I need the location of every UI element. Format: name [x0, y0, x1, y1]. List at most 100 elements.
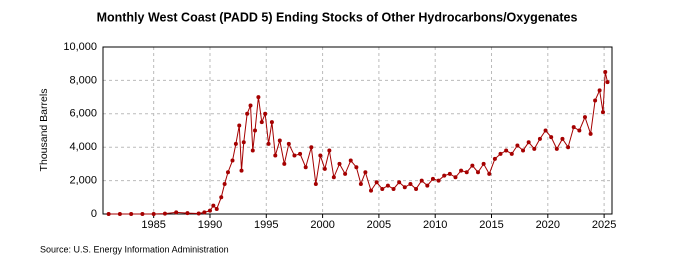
- y-tick-label: 0: [91, 208, 97, 220]
- data-point: [425, 183, 430, 188]
- data-point: [447, 171, 452, 176]
- data-point: [597, 88, 602, 93]
- data-point: [313, 181, 318, 186]
- data-point: [327, 148, 332, 153]
- data-point: [442, 173, 447, 178]
- data-point: [391, 186, 396, 191]
- data-point: [343, 171, 348, 176]
- data-point: [222, 181, 227, 186]
- data-point: [605, 80, 610, 85]
- y-tick-label: 10,000: [63, 41, 97, 53]
- data-point: [532, 146, 537, 151]
- data-point: [269, 120, 274, 125]
- x-tick-label: 2005: [367, 219, 391, 231]
- data-point: [369, 188, 374, 193]
- y-tick-label: 6,000: [69, 108, 97, 120]
- data-point: [588, 131, 593, 136]
- series-line: [108, 71, 608, 215]
- data-point: [117, 212, 122, 216]
- data-point: [245, 111, 250, 116]
- data-point: [419, 178, 424, 183]
- data-point: [322, 166, 327, 171]
- data-point: [248, 103, 253, 108]
- x-tick-label: 1985: [141, 219, 165, 231]
- y-tick-label: 8,000: [69, 74, 97, 86]
- data-point: [318, 153, 323, 158]
- data-point: [211, 203, 216, 208]
- data-point: [487, 171, 492, 176]
- x-tick-label: 2000: [310, 219, 334, 231]
- data-point: [282, 161, 287, 166]
- data-point: [475, 170, 480, 175]
- data-point: [526, 140, 531, 145]
- data-point: [348, 158, 353, 163]
- y-tick-label: 4,000: [69, 141, 97, 153]
- data-point: [402, 185, 407, 190]
- data-point: [481, 161, 486, 166]
- data-point: [196, 211, 201, 216]
- data-point: [219, 195, 224, 200]
- data-point: [549, 135, 554, 140]
- data-point: [515, 143, 520, 148]
- data-point: [354, 165, 359, 170]
- data-point: [214, 206, 219, 211]
- x-tick-label: 2020: [536, 219, 560, 231]
- data-point: [571, 125, 576, 130]
- data-point: [273, 153, 278, 158]
- data-point: [498, 151, 503, 156]
- data-point: [380, 186, 385, 191]
- x-tick-label: 2010: [423, 219, 447, 231]
- data-point: [453, 175, 458, 180]
- data-point: [241, 140, 246, 145]
- data-point: [537, 136, 542, 141]
- x-tick-label: 2015: [479, 219, 503, 231]
- data-point: [239, 168, 244, 173]
- data-point: [331, 175, 336, 180]
- data-point: [256, 95, 261, 100]
- data-point: [250, 148, 255, 153]
- data-point: [582, 115, 587, 120]
- data-point: [397, 180, 402, 185]
- data-point: [459, 168, 464, 173]
- data-point: [151, 212, 156, 216]
- data-point: [230, 158, 235, 163]
- data-point: [140, 212, 145, 216]
- data-point: [162, 211, 167, 216]
- data-point: [414, 186, 419, 191]
- data-point: [303, 165, 308, 170]
- data-point: [543, 128, 548, 133]
- data-point: [554, 146, 559, 151]
- data-point: [504, 148, 509, 153]
- data-point: [593, 98, 598, 103]
- x-tick-label: 2025: [592, 219, 616, 231]
- data-point: [600, 110, 605, 115]
- chart-title: Monthly West Coast (PADD 5) Ending Stock…: [97, 10, 578, 24]
- data-point: [408, 181, 413, 186]
- y-tick-label: 2,000: [69, 175, 97, 187]
- data-point: [202, 210, 207, 215]
- data-point: [385, 183, 390, 188]
- data-point: [560, 136, 565, 141]
- data-point: [509, 151, 514, 156]
- data-point: [233, 141, 238, 146]
- data-point: [374, 180, 379, 185]
- x-tick-label: 1990: [198, 219, 222, 231]
- data-point: [286, 141, 291, 146]
- data-point: [521, 148, 526, 153]
- data-point: [436, 178, 441, 183]
- data-point: [174, 210, 179, 215]
- data-point: [603, 70, 608, 75]
- data-point: [129, 212, 134, 216]
- y-axis-label: Thousand Barrels: [38, 89, 50, 172]
- data-point: [292, 153, 297, 158]
- data-point: [263, 111, 268, 116]
- data-point: [358, 181, 363, 186]
- data-point: [237, 123, 242, 128]
- data-point: [106, 212, 111, 216]
- data-point: [207, 208, 212, 213]
- x-tick-label: 1995: [254, 219, 278, 231]
- data-point: [464, 170, 469, 175]
- data-point: [225, 170, 230, 175]
- plot-frame: [102, 46, 613, 215]
